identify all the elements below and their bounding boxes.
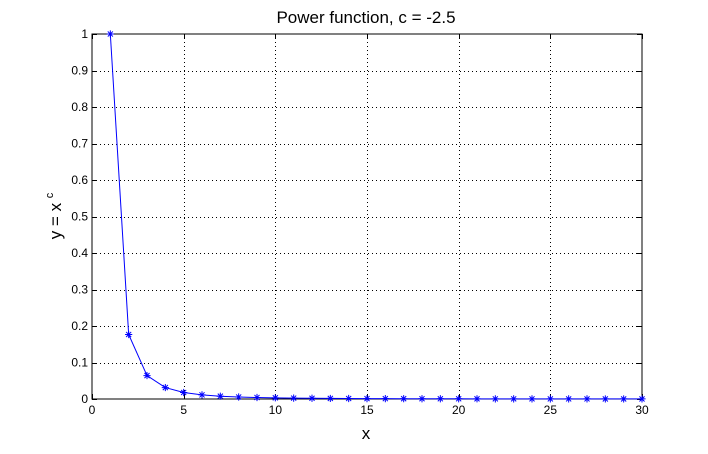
- x-tick-label: 0: [89, 403, 96, 417]
- data-point: [546, 395, 554, 403]
- data-point: [326, 394, 334, 403]
- x-tick-label: 5: [180, 403, 187, 417]
- data-point: [345, 394, 353, 403]
- y-axis-label-base: y = x: [46, 202, 65, 239]
- x-tick-label: 25: [544, 403, 558, 417]
- data-point: [308, 394, 316, 402]
- data-point: [620, 395, 628, 403]
- y-tick-label: 1: [81, 27, 88, 41]
- grid-lines: [92, 34, 642, 399]
- data-point: [363, 394, 371, 403]
- chart-title: Power function, c = -2.5: [276, 8, 455, 27]
- x-tick-label: 20: [452, 403, 466, 417]
- data-point: [290, 394, 298, 402]
- data-point: [491, 395, 499, 403]
- y-tick-label: 0.8: [71, 100, 88, 114]
- data-point: [583, 395, 591, 403]
- data-point: [235, 393, 243, 401]
- data-point: [473, 395, 481, 403]
- y-tick-label: 0.4: [71, 246, 88, 260]
- y-tick-label: 0.9: [71, 64, 88, 78]
- y-axis-label-exponent: c: [44, 192, 56, 198]
- data-point: [510, 395, 518, 403]
- y-tick-label: 0.3: [71, 283, 88, 297]
- data-point: [638, 395, 646, 403]
- data-point: [253, 393, 261, 402]
- data-point: [271, 394, 279, 402]
- data-point: [436, 395, 444, 403]
- plot-background: [92, 34, 642, 399]
- data-point: [455, 395, 463, 403]
- ticks: 0 5 10 15 20 25 30 0 0.1 0.2 0.3 0.4 0.5 0.6 0.7 0.8 0.9…: [71, 27, 649, 417]
- data-point: [198, 391, 206, 399]
- y-axis-label: y = x c: [44, 192, 65, 239]
- data-point: [601, 395, 609, 403]
- data-point: [106, 30, 114, 38]
- data-point: [180, 388, 188, 397]
- series: [106, 30, 646, 403]
- data-point: [125, 330, 133, 339]
- y-tick-label: 0.5: [71, 210, 88, 224]
- y-tick-label: 0.7: [71, 137, 88, 151]
- x-tick-label: 15: [360, 403, 374, 417]
- y-tick-label: 0: [81, 392, 88, 406]
- y-tick-label: 0.1: [71, 356, 88, 370]
- data-point: [565, 395, 573, 403]
- data-point: [528, 395, 536, 403]
- data-point: [216, 392, 224, 400]
- x-axis-label: x: [362, 424, 371, 443]
- data-point: [400, 395, 408, 403]
- y-tick-label: 0.6: [71, 173, 88, 187]
- data-point: [381, 395, 389, 403]
- data-point: [143, 371, 151, 380]
- y-tick-label: 0.2: [71, 319, 88, 333]
- x-tick-label: 10: [269, 403, 283, 417]
- x-tick-label: 30: [635, 403, 649, 417]
- data-point: [418, 395, 426, 403]
- data-point: [161, 383, 169, 392]
